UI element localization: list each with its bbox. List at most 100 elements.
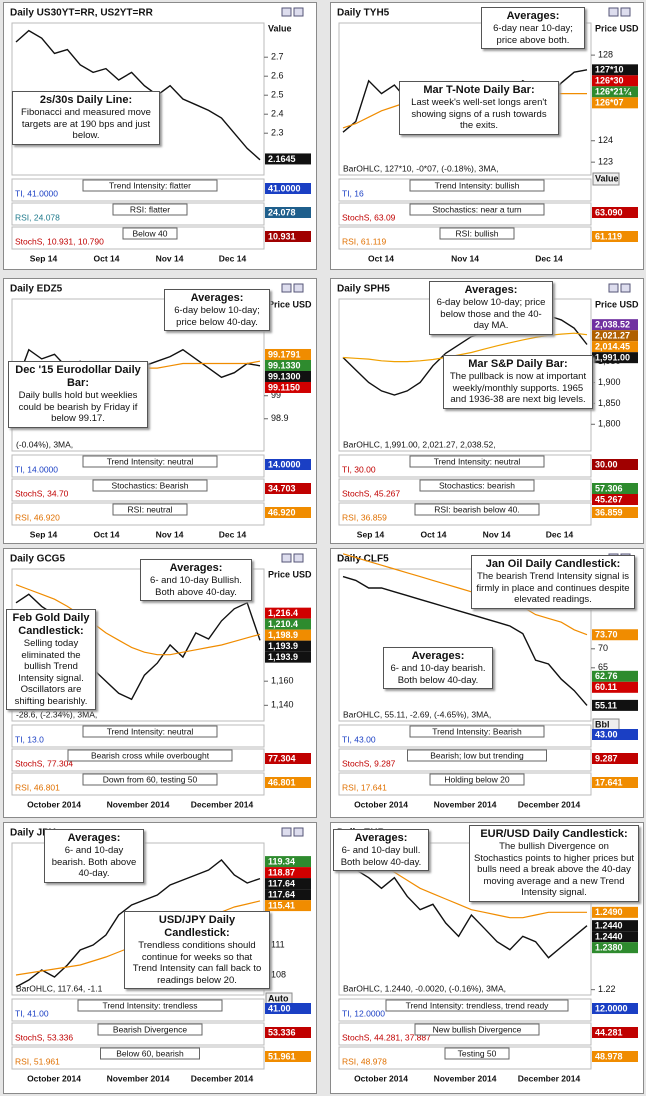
y-tick-label: 108 — [271, 969, 286, 979]
indicator-label: RSI, 36.859 — [342, 512, 387, 522]
indicator-label: TI, 12.0000 — [342, 1008, 385, 1018]
price-tag-label: 2,014.45 — [595, 342, 630, 352]
x-tick-label: Sep 14 — [30, 529, 58, 539]
price-tag-label: 55.11 — [595, 700, 617, 710]
price-tag — [265, 618, 311, 630]
x-tick-label: Oct 14 — [94, 253, 120, 263]
window-button — [293, 283, 304, 293]
x-tick-label: Dec 14 — [535, 253, 563, 263]
indicator-tag-label: 46.920 — [268, 507, 296, 517]
indicator-tag — [265, 1051, 311, 1062]
indicator-note: Trend Intensity: Bearish — [432, 726, 522, 736]
indicator-tag — [265, 183, 311, 194]
indicator-note-box — [385, 999, 569, 1012]
y-tick-label: 128 — [598, 49, 613, 59]
indicator-tag — [592, 1051, 638, 1062]
corner-label: Bbl — [595, 719, 610, 729]
annotation-box: Averages: 6- and 10-day bearish. Both bel… — [383, 647, 493, 689]
annotation-heading: Averages: — [464, 284, 518, 296]
indicator-tag-label: 41.00 — [268, 1003, 291, 1013]
indicator-tag — [265, 459, 311, 470]
indicator-tag-label: 61.119 — [595, 231, 622, 241]
price-tag-label: 126*07 — [595, 98, 624, 108]
annotation-heading: Averages: — [67, 832, 121, 844]
annotation-box: Jan Oil Daily Candlestick: The bearish Tr… — [471, 555, 635, 609]
chart-title: Daily US30YT=RR, US2YT=RR — [10, 8, 154, 19]
indicator-note-box — [82, 773, 218, 786]
indicator-label: RSI, 48.978 — [342, 1056, 387, 1066]
indicator-note: Trend Intensity: trendless — [102, 1000, 197, 1010]
indicator-tag-label: 48.978 — [595, 1051, 623, 1061]
price-tag — [265, 348, 311, 360]
indicator-label: RSI, 46.920 — [15, 512, 60, 522]
annotation-box: USD/JPY Daily Candlestick: Trendless cond… — [124, 911, 270, 989]
indicator-tag — [592, 1003, 638, 1014]
bar-info: BarOHLC, 55.11, -2.69, (-4.65%), 3MA, — [343, 709, 491, 719]
indicator-label: RSI, 17.641 — [342, 782, 387, 792]
price-tag-label: 99.1300 — [268, 371, 301, 381]
chart-panel: Daily US30YT=RR, US2YT=RR Value 2.3 2.4 2.5 2… — [3, 2, 317, 270]
annotation-heading: Mar T-Note Daily Bar: — [423, 84, 535, 96]
annotation-heading: Mar S&P Daily Bar: — [468, 358, 568, 370]
y-axis-label: Price USD — [595, 23, 639, 33]
annotation-box: Mar T-Note Daily Bar: Last week's well-se… — [399, 81, 559, 135]
indicator-tag — [592, 483, 638, 494]
annotation-text: 6- and 10-day Bullish. Both above 40-day… — [150, 575, 242, 598]
indicator-note-box — [414, 503, 540, 516]
indicator-note-box — [409, 203, 545, 216]
annotation-text: Trendless conditions should continue for… — [132, 940, 262, 986]
indicator-tag — [592, 777, 638, 788]
window-button — [293, 827, 304, 837]
x-tick-label: Sep 14 — [30, 253, 58, 263]
window-button — [281, 7, 292, 17]
y-tick-label: 2.7 — [271, 52, 284, 62]
window-button — [293, 7, 304, 17]
annotation-box: EUR/USD Daily Candlestick: The bullish Di… — [469, 825, 639, 902]
price-tag — [592, 64, 638, 76]
annotation-heading: Averages: — [169, 562, 223, 574]
indicator-tag-label: 51.961 — [268, 1051, 296, 1061]
annotation-box: Averages: 6- and 10-day bull. Both below … — [333, 829, 429, 871]
y-tick-label: 1,800 — [598, 419, 621, 429]
bar-info: BarOHLC, 127*10, -0*07, (-0.18%), 3MA, — [343, 163, 498, 173]
indicator-tag-label: 9.287 — [595, 753, 618, 763]
indicator-note: Below 60, bearish — [116, 1048, 184, 1058]
indicator-note: Trend Intensity: trendless, trend ready — [406, 1000, 550, 1010]
indicator-note-box — [429, 773, 525, 786]
x-tick-label: December 2014 — [518, 1073, 581, 1083]
price-tag-label: 1,216.4 — [268, 608, 298, 618]
indicator-tag-label: 14.0000 — [268, 459, 301, 469]
annotation-text: 6- and 10-day bearish. Both above 40-day… — [51, 845, 137, 879]
price-tag-label: 1.2490 — [595, 907, 623, 917]
indicator-label: RSI, 24.078 — [15, 212, 60, 222]
x-tick-label: Dec 14 — [546, 529, 574, 539]
indicator-note: Stochastics: Bearish — [111, 480, 188, 490]
indicator-note-box — [439, 227, 515, 240]
x-tick-label: Nov 14 — [451, 253, 479, 263]
price-tag — [265, 856, 311, 868]
indicator-note-box — [414, 1023, 540, 1036]
indicator-note: Stochastics: near a turn — [432, 204, 522, 214]
price-tag — [592, 629, 638, 641]
indicator-tag-label: 45.267 — [595, 494, 623, 504]
y-tick-label: 1,140 — [271, 700, 294, 710]
indicator-label: StochS, 44.281, 37.887 — [342, 1032, 431, 1042]
annotation-heading: Feb Gold Daily Candlestick: — [12, 612, 90, 637]
indicator-note-box — [409, 455, 545, 468]
price-tag — [265, 640, 311, 652]
y-tick-label: 99 — [271, 390, 281, 400]
price-line — [15, 584, 261, 656]
bar-info: BarOHLC, 1,991.00, 2,021.27, 2,038.52, — [343, 439, 496, 449]
indicator-tag — [265, 1003, 311, 1014]
price-tag-label: 1,991.00 — [595, 353, 630, 363]
price-tag-label: 62.76 — [595, 671, 618, 681]
price-tag — [265, 651, 311, 663]
y-tick-label: 123 — [598, 157, 613, 167]
x-tick-label: October 2014 — [354, 1073, 408, 1083]
indicator-note: Holding below 20 — [444, 774, 509, 784]
annotation-text: 6- and 10-day bearish. Both below 40-day… — [390, 663, 486, 686]
indicator-label: StochS, 34.70 — [15, 488, 69, 498]
price-tag — [592, 699, 638, 711]
indicator-note: Trend Intensity: neutral — [434, 456, 521, 466]
chart: Daily US30YT=RR, US2YT=RR Value 2.3 2.4 2.5 2… — [10, 7, 311, 263]
